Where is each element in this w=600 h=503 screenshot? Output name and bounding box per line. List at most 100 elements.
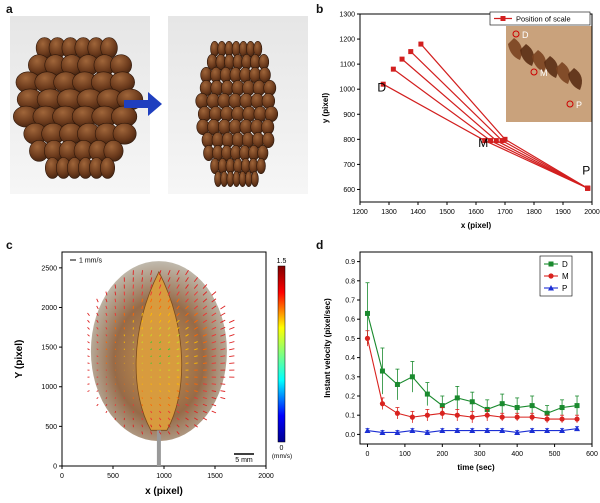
velocity-vector [115,349,116,350]
y-tick-label: 0.2 [345,394,355,401]
velocity-vector [115,306,116,309]
data-point [574,416,579,421]
data-point [575,403,580,408]
x-tick-label: 500 [107,473,119,480]
y-tick-label: 1300 [339,12,355,19]
vector-scale-label: 1 mm/s [79,258,102,265]
cone-scale [257,158,266,173]
velocity-vector [115,418,116,420]
panel-a-image [10,16,308,194]
y-tick-label: 800 [343,137,355,144]
data-point [440,411,445,416]
x-axis-label: time (sec) [457,463,495,472]
y-tick-label: 0.0 [345,432,355,439]
x-tick-label: 400 [511,451,523,458]
inset-label: D [522,30,529,40]
velocity-vector [115,299,116,302]
x-axis-label: x (pixel) [461,221,492,230]
x-tick-label: 1200 [352,209,368,216]
data-point [559,416,564,421]
y-tick-label: 0.1 [345,413,355,420]
data-point [530,403,535,408]
x-tick-label: 1700 [497,209,513,216]
data-point [425,413,430,418]
chart-c: 0 500 1000 1500 200005001000150020002500x (p… [4,244,310,502]
point-annotation: P [582,163,590,177]
colorbar-min-label: 0 [280,445,284,452]
x-tick-label: 1800 [526,209,542,216]
x-axis-label: x (pixel) [145,486,183,497]
y-tick-label: 0.9 [345,259,355,266]
x-tick-label: 1400 [410,209,426,216]
x-tick-label: 100 [399,451,411,458]
cone-scale [258,145,268,160]
trajectory-point [494,138,499,143]
data-point [560,405,565,410]
velocity-vector [142,404,143,406]
velocity-vector [194,384,197,385]
trajectory-point [488,138,493,143]
x-tick-label: 1500 [207,473,223,480]
inset-label: M [540,68,548,78]
data-point [410,374,415,379]
y-tick-label: 500 [45,424,57,431]
velocity-vector [115,384,116,385]
velocity-vector [106,384,107,385]
data-point [395,382,400,387]
data-point [544,416,549,421]
velocity-vector [115,397,116,398]
data-point [395,411,400,416]
y-axis-label: Instant velocity (pixel/sec) [323,298,332,398]
y-tick-label: 1500 [41,345,57,352]
x-tick-label: 1500 [439,209,455,216]
cone-scale [251,171,258,186]
x-tick-label: 500 [549,451,561,458]
velocity-vector [142,349,143,350]
x-tick-label: 300 [474,451,486,458]
data-point [365,311,370,316]
y-tick-label: 1100 [340,62,355,69]
data-point [380,369,385,374]
x-tick-label: 2000 [258,473,274,480]
velocity-vector [142,397,143,398]
point-annotation: D [377,81,386,95]
x-tick-label: 2000 [584,209,600,216]
data-point [515,415,520,420]
data-point [485,413,490,418]
velocity-vector [159,384,161,385]
y-tick-label: 0.3 [345,374,355,381]
data-point [548,273,553,278]
trajectory-point [418,42,423,47]
velocity-vector [115,313,116,316]
series-P [364,426,580,435]
velocity-vector [220,384,225,385]
x-tick-label: 600 [586,451,598,458]
trajectory-point [391,67,396,72]
velocity-vector [142,356,143,357]
x-tick-label: 1900 [555,209,571,216]
velocity-vector [115,334,116,336]
velocity-vector [115,391,116,392]
velocity-vector [115,411,116,413]
data-point [425,392,430,397]
y-axis-label: Y (pixel) [14,340,25,379]
data-point [470,399,475,404]
data-point [455,413,460,418]
data-point [500,415,505,420]
trajectory-point [408,49,413,54]
y-tick-label: 2500 [41,265,57,272]
y-axis-label: y (pixel) [321,93,330,124]
data-point [410,415,415,420]
velocity-vector [115,284,116,288]
data-point [515,405,520,410]
velocity-vector [115,292,116,296]
legend-label: D [562,260,568,269]
y-tick-label: 0.5 [345,336,355,343]
velocity-vector [142,384,143,385]
velocity-vector [142,342,143,343]
velocity-vector [97,384,99,385]
y-tick-label: 1200 [339,37,355,44]
data-point [530,415,535,420]
inset-label: P [576,100,582,110]
velocity-vector [106,356,107,357]
